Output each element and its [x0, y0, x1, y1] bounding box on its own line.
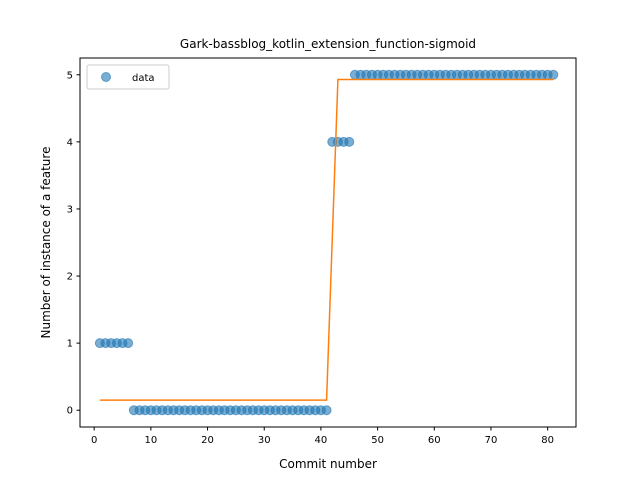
x-tick-label: 10 [144, 435, 157, 446]
y-axis: 0 1 2 3 4 5 [67, 70, 80, 417]
plot-area [94, 69, 559, 416]
y-tick-label: 0 [67, 406, 73, 417]
x-tick-label: 0 [91, 435, 97, 446]
x-tick-label: 70 [485, 435, 498, 446]
y-tick-label: 1 [67, 339, 73, 350]
data-point [344, 136, 355, 147]
legend-label-data: data [132, 73, 155, 84]
x-tick-label: 50 [371, 435, 384, 446]
sigmoid-fit-line [99, 78, 554, 401]
chart-title: Gark-bassblog_kotlin_extension_function-… [180, 37, 476, 51]
x-tick-label: 20 [201, 435, 214, 446]
y-axis-label: Number of instance of a feature [39, 147, 53, 339]
x-tick-label: 40 [315, 435, 328, 446]
data-point [321, 405, 332, 416]
x-tick-label: 30 [258, 435, 271, 446]
x-axis: 0 10 20 30 40 50 60 70 80 [91, 427, 554, 446]
data-point [123, 338, 134, 349]
y-tick-label: 5 [67, 70, 73, 81]
x-tick-label: 60 [428, 435, 441, 446]
data-point [548, 69, 559, 80]
x-axis-label: Commit number [279, 457, 377, 471]
y-tick-label: 3 [67, 204, 73, 215]
y-tick-label: 2 [67, 272, 73, 283]
legend: data [86, 64, 170, 90]
axes-frame [79, 57, 577, 428]
legend-box [86, 64, 170, 90]
legend-marker-data [101, 72, 111, 82]
y-tick-label: 4 [67, 137, 73, 148]
x-tick-label: 80 [541, 435, 554, 446]
